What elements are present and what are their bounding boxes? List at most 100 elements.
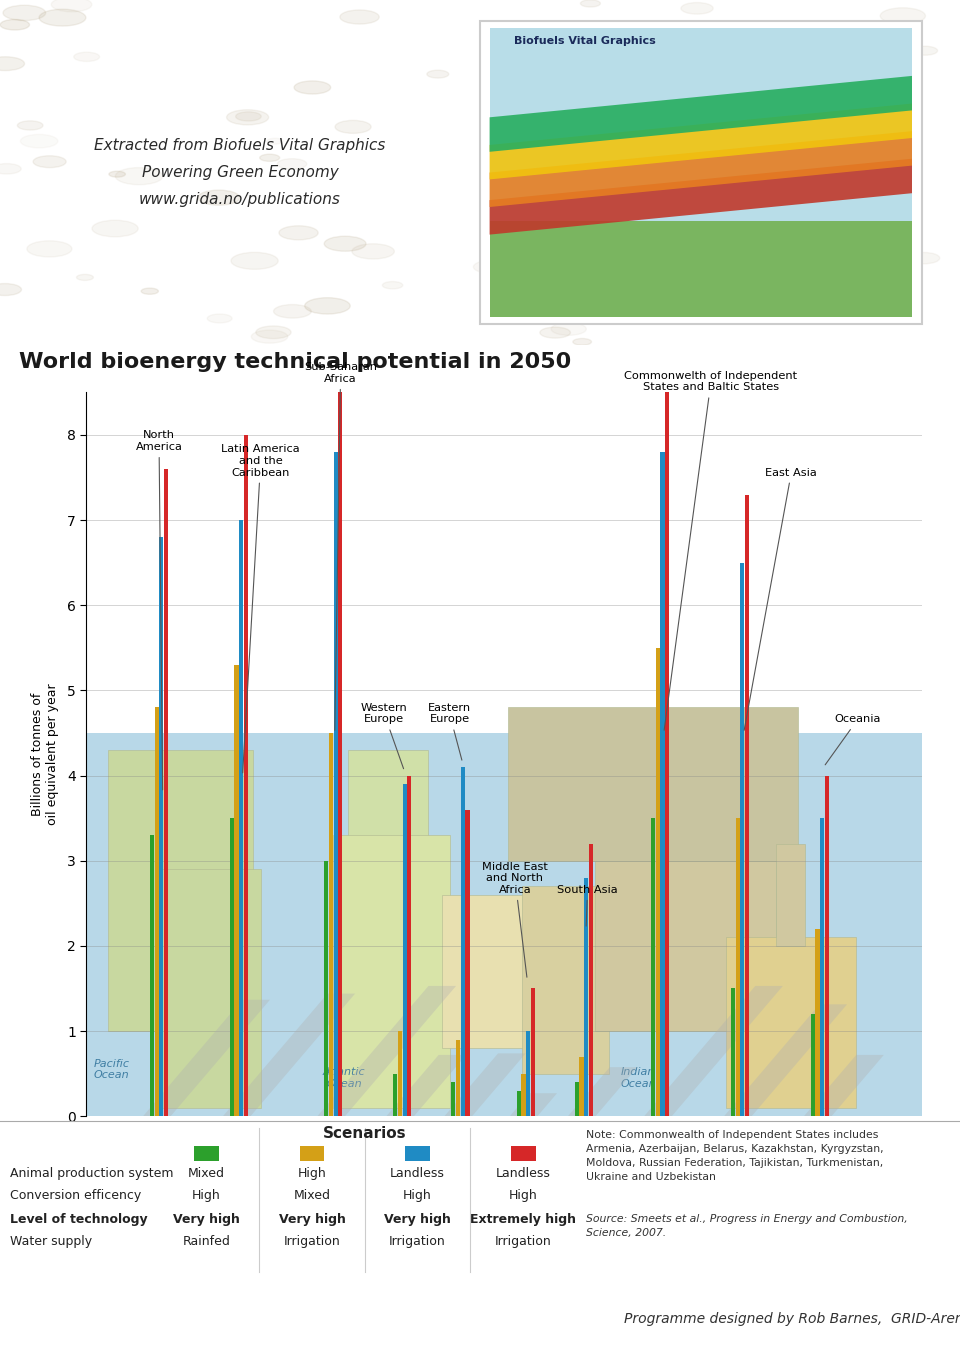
Text: Irrigation: Irrigation (494, 1235, 552, 1247)
Circle shape (857, 254, 886, 264)
Bar (490, 221, 912, 318)
Bar (334, 452, 338, 1116)
Polygon shape (490, 131, 912, 207)
Bar (405, 1146, 430, 1161)
Text: Programme designed by Rob Barnes,  GRID-Arendal: Programme designed by Rob Barnes, GRID-A… (624, 1312, 960, 1326)
Circle shape (277, 158, 307, 169)
Bar (521, 1074, 525, 1116)
Circle shape (569, 97, 585, 104)
Circle shape (499, 258, 517, 265)
Circle shape (27, 241, 72, 257)
Polygon shape (444, 1054, 526, 1116)
Text: Water supply: Water supply (10, 1235, 92, 1247)
Circle shape (141, 288, 158, 295)
Bar (595, 759, 777, 1031)
Text: Conversion efficency: Conversion efficency (10, 1189, 141, 1203)
Text: Rainfed: Rainfed (182, 1235, 230, 1247)
Circle shape (20, 134, 58, 147)
Bar (745, 495, 749, 1116)
Circle shape (485, 97, 512, 107)
Polygon shape (223, 993, 355, 1116)
Circle shape (880, 8, 925, 24)
Text: Level of technology: Level of technology (10, 1212, 147, 1226)
Bar (511, 1146, 536, 1161)
Circle shape (721, 264, 757, 277)
Bar (820, 819, 825, 1116)
Bar (86, 733, 922, 1116)
Circle shape (340, 9, 379, 24)
Text: Irrigation: Irrigation (283, 1235, 341, 1247)
Circle shape (842, 179, 861, 185)
Circle shape (260, 154, 279, 161)
Text: Very high: Very high (278, 1212, 346, 1226)
Bar (324, 861, 328, 1116)
Bar (531, 989, 535, 1116)
Bar (656, 648, 660, 1116)
Circle shape (352, 244, 395, 258)
Circle shape (207, 314, 232, 323)
Bar (585, 878, 588, 1116)
Circle shape (788, 268, 810, 276)
Bar (244, 434, 248, 1116)
Polygon shape (490, 158, 912, 234)
Bar (480, 20, 922, 325)
Bar (194, 1146, 219, 1161)
Bar (466, 809, 469, 1116)
Polygon shape (490, 76, 912, 152)
Text: South Asia: South Asia (557, 885, 618, 925)
Polygon shape (510, 1093, 557, 1116)
Bar (726, 938, 856, 1108)
Circle shape (581, 0, 600, 7)
Bar (735, 819, 740, 1116)
Circle shape (710, 143, 751, 158)
Bar (164, 469, 168, 1116)
Bar (300, 1146, 324, 1161)
Text: High: High (509, 1189, 538, 1203)
Text: Atlantic
Ocean: Atlantic Ocean (323, 1068, 366, 1089)
Text: Oceania: Oceania (826, 714, 881, 764)
Circle shape (33, 156, 66, 168)
Circle shape (836, 120, 877, 135)
Circle shape (255, 326, 291, 338)
Y-axis label: Billions of tonnes of
oil equivalent per year: Billions of tonnes of oil equivalent per… (31, 683, 59, 825)
Circle shape (0, 284, 21, 295)
Bar (825, 775, 829, 1116)
Circle shape (0, 19, 30, 30)
Circle shape (493, 195, 510, 200)
Circle shape (640, 203, 686, 219)
Text: Mixed: Mixed (294, 1189, 330, 1203)
Text: East Asia: East Asia (744, 468, 817, 731)
Bar (651, 819, 655, 1116)
Circle shape (875, 60, 910, 73)
Circle shape (3, 5, 46, 20)
Bar (155, 708, 158, 1116)
Polygon shape (804, 1055, 884, 1116)
Polygon shape (386, 1055, 467, 1116)
Bar (660, 452, 664, 1116)
Polygon shape (644, 986, 783, 1116)
Circle shape (227, 110, 269, 124)
Text: Eastern
Europe: Eastern Europe (428, 704, 471, 760)
Circle shape (92, 221, 138, 237)
Circle shape (0, 57, 25, 70)
Bar (394, 1074, 397, 1116)
Circle shape (274, 304, 311, 318)
Circle shape (780, 218, 800, 225)
Bar (443, 894, 537, 1049)
Bar (580, 1057, 584, 1116)
Circle shape (115, 168, 163, 185)
Text: Biofuels Vital Graphics: Biofuels Vital Graphics (514, 37, 656, 46)
Circle shape (39, 9, 85, 26)
Circle shape (304, 298, 350, 314)
Bar (451, 1082, 455, 1116)
Circle shape (427, 70, 448, 78)
Bar (575, 1082, 579, 1116)
Text: Note: Commonwealth of Independent States includes
Armenia, Azerbaijan, Belarus, : Note: Commonwealth of Independent States… (586, 1130, 883, 1181)
Polygon shape (318, 986, 456, 1116)
Bar (234, 664, 239, 1116)
Polygon shape (568, 1068, 637, 1116)
Circle shape (543, 172, 564, 179)
Circle shape (294, 81, 330, 95)
Circle shape (279, 226, 318, 239)
Circle shape (77, 275, 93, 280)
